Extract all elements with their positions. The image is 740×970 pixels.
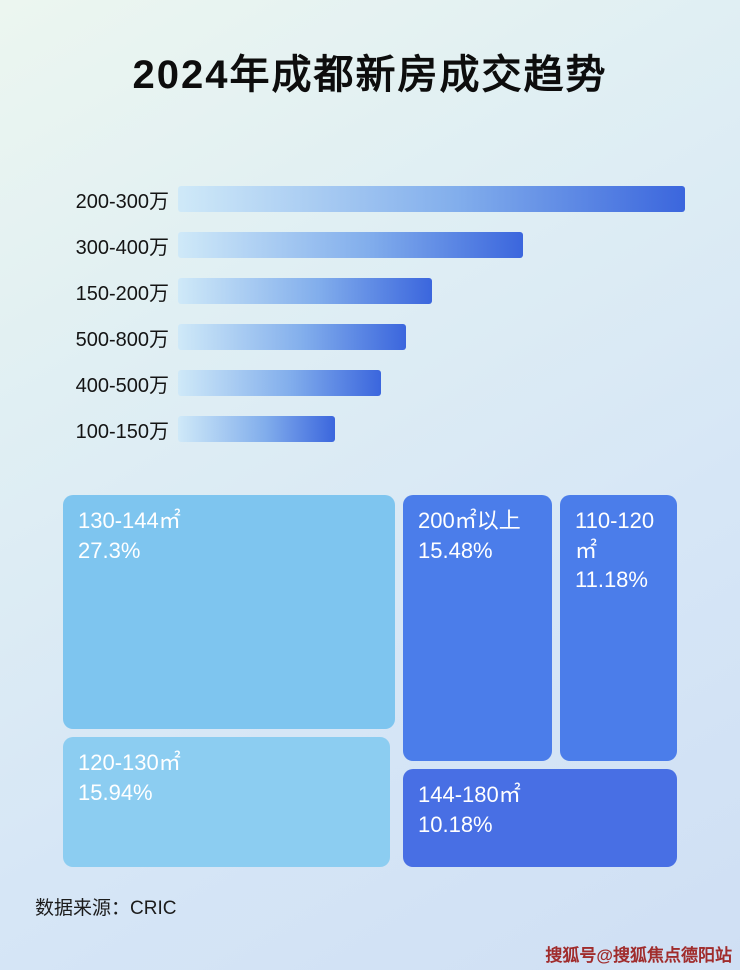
treemap-block-label: 130-144㎡	[78, 508, 181, 533]
bar-label: 500-800万	[75, 328, 169, 351]
bar-label: 300-400万	[75, 236, 169, 259]
bar-track	[178, 416, 685, 442]
treemap-block-110-120: 110-120㎡ 11.18%	[560, 495, 677, 761]
treemap-block-label: 144-180㎡	[418, 782, 521, 807]
watermark: 搜狐号@搜狐焦点德阳站	[545, 946, 732, 965]
page-title: 2024年成都新房成交趋势	[132, 53, 608, 97]
bar-track	[178, 186, 685, 212]
treemap-block-percent: 27.3%	[78, 537, 141, 563]
data-source-label: 数据来源：CRIC	[35, 898, 177, 919]
treemap-block-label: 120-130㎡	[78, 750, 181, 775]
bar-fill	[178, 370, 381, 396]
bar-label: 200-300万	[75, 190, 169, 213]
bar-track	[178, 324, 685, 350]
treemap-block-label: 110-120㎡	[575, 508, 655, 563]
treemap-block-200-plus: 200㎡以上 15.48%	[403, 495, 552, 761]
bar-fill	[178, 324, 407, 350]
bar-track	[178, 232, 685, 258]
bar-row: 150-200万	[55, 268, 685, 314]
bar-label: 150-200万	[75, 282, 169, 305]
bar-row: 100-150万	[55, 406, 685, 452]
bar-row: 500-800万	[55, 314, 685, 360]
treemap-block-percent: 15.94%	[78, 779, 153, 805]
bar-row: 300-400万	[55, 222, 685, 268]
bar-chart: 200-300万 300-400万 150-200万 500-800万 400-…	[55, 176, 685, 452]
bar-track	[178, 370, 685, 396]
bar-row: 400-500万	[55, 360, 685, 406]
treemap-block-label: 200㎡以上	[418, 508, 521, 533]
treemap: 130-144㎡ 27.3% 200㎡以上 15.48% 110-120㎡ 11…	[63, 495, 677, 867]
treemap-block-120-130: 120-130㎡ 15.94%	[63, 737, 390, 867]
bar-label: 400-500万	[75, 374, 169, 397]
bar-fill	[178, 278, 432, 304]
treemap-block-percent: 11.18%	[575, 567, 648, 593]
treemap-block-130-144: 130-144㎡ 27.3%	[63, 495, 395, 729]
bar-fill	[178, 416, 336, 442]
treemap-block-percent: 15.48%	[418, 537, 493, 563]
bar-track	[178, 278, 685, 304]
bar-fill	[178, 232, 523, 258]
bar-label: 100-150万	[75, 420, 169, 443]
bar-row: 200-300万	[55, 176, 685, 222]
treemap-block-144-180: 144-180㎡ 10.18%	[403, 769, 677, 867]
treemap-block-percent: 10.18%	[418, 811, 493, 837]
bar-fill	[178, 186, 685, 212]
